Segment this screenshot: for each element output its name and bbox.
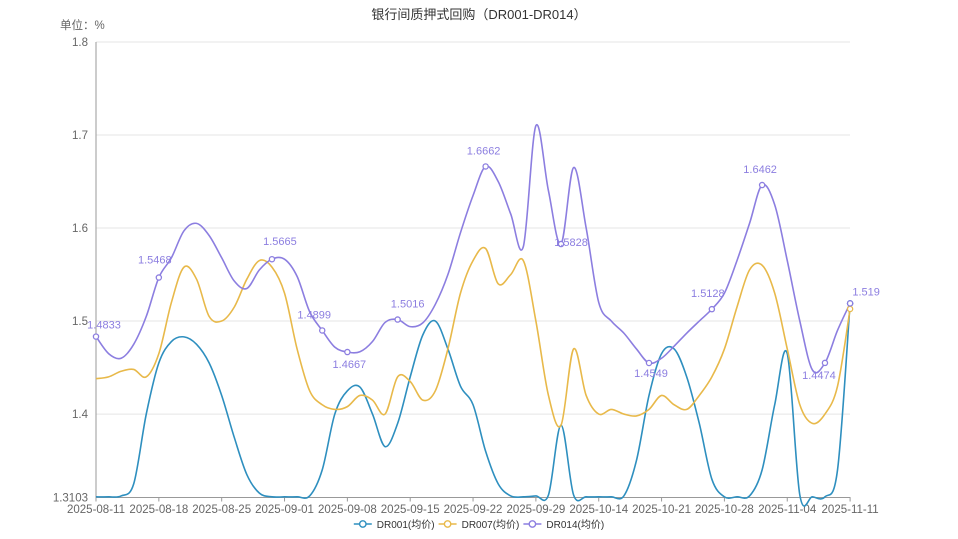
- svg-text:1.5828: 1.5828: [554, 237, 588, 249]
- svg-text:1.6462: 1.6462: [743, 164, 777, 176]
- svg-text:1.5016: 1.5016: [391, 299, 425, 311]
- svg-text:1.4833: 1.4833: [87, 320, 121, 332]
- svg-text:1.5665: 1.5665: [263, 236, 297, 248]
- svg-text:2025-08-25: 2025-08-25: [192, 504, 251, 516]
- svg-text:2025-10-14: 2025-10-14: [569, 504, 628, 516]
- svg-text:1.8: 1.8: [72, 37, 88, 49]
- svg-text:1.5128: 1.5128: [691, 288, 725, 300]
- svg-text:DR014(均价): DR014(均价): [546, 519, 604, 531]
- svg-text:1.7: 1.7: [72, 130, 88, 142]
- svg-text:1.4667: 1.4667: [333, 359, 367, 371]
- svg-text:DR001(均价): DR001(均价): [377, 519, 435, 531]
- svg-text:1.6662: 1.6662: [467, 145, 501, 157]
- svg-text:DR007(均价): DR007(均价): [462, 519, 520, 531]
- svg-text:1.4549: 1.4549: [634, 368, 668, 380]
- svg-text:2025-09-15: 2025-09-15: [381, 504, 440, 516]
- svg-text:2025-09-29: 2025-09-29: [506, 504, 565, 516]
- svg-text:2025-09-22: 2025-09-22: [444, 504, 503, 516]
- svg-text:1.5468: 1.5468: [138, 255, 172, 267]
- svg-text:1.4: 1.4: [72, 409, 89, 421]
- svg-text:2025-11-04: 2025-11-04: [758, 504, 817, 516]
- svg-text:1.5: 1.5: [72, 316, 88, 328]
- svg-text:2025-09-08: 2025-09-08: [318, 504, 377, 516]
- svg-text:2025-10-21: 2025-10-21: [632, 504, 691, 516]
- svg-text:1.519: 1.519: [852, 286, 880, 298]
- svg-text:1.3103: 1.3103: [53, 492, 88, 504]
- svg-text:2025-10-28: 2025-10-28: [695, 504, 754, 516]
- svg-text:2025-08-11: 2025-08-11: [67, 504, 125, 516]
- svg-text:2025-11-11: 2025-11-11: [822, 504, 879, 516]
- svg-text:1.6: 1.6: [72, 223, 88, 235]
- svg-text:1.4899: 1.4899: [297, 309, 331, 321]
- svg-text:2025-09-01: 2025-09-01: [255, 504, 314, 516]
- svg-text:2025-08-18: 2025-08-18: [129, 504, 188, 516]
- svg-text:1.4474: 1.4474: [802, 370, 836, 382]
